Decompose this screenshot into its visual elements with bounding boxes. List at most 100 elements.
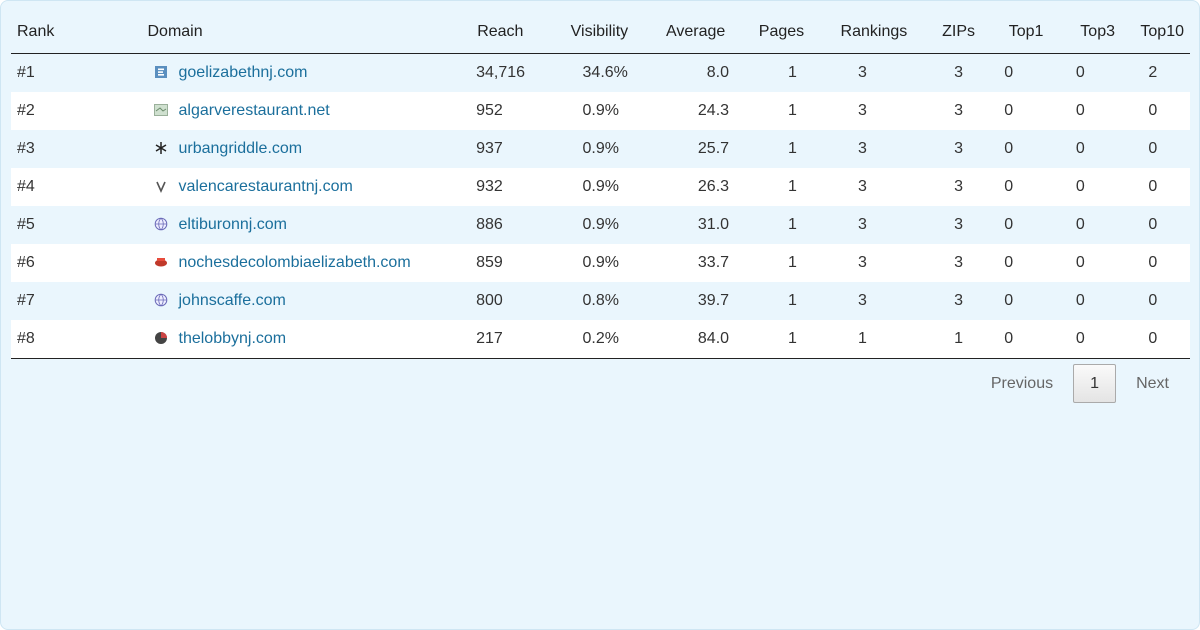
domain-link[interactable]: goelizabethnj.com — [178, 64, 308, 81]
zips-cell: 3 — [954, 216, 963, 233]
visibility-cell: 34.6% — [582, 64, 628, 81]
table-row: #3 urbangriddle.com 937 0.9% 25.7 1 3 3 0 0 0 — [11, 130, 1190, 168]
circle-logo-icon — [154, 331, 168, 345]
top1-cell: 0 — [991, 320, 1061, 359]
visibility-cell: 0.9% — [582, 178, 619, 195]
top3-cell: 0 — [1075, 64, 1085, 81]
rank-cell: #7 — [17, 292, 35, 309]
col-visibility-header[interactable]: Visibility — [548, 11, 651, 54]
col-zips-header[interactable]: ZIPs — [925, 11, 992, 54]
top10-cell: 2 — [1148, 64, 1158, 81]
table-row: #6 nochesdecolombiaelizabeth.com 859 0.9% 33… — [11, 244, 1190, 282]
rank-cell: #5 — [17, 216, 35, 233]
col-top1-header[interactable]: Top1 — [991, 11, 1061, 54]
rank-cell: #2 — [17, 102, 35, 119]
col-top3-header[interactable]: Top3 — [1060, 11, 1135, 54]
visibility-cell: 0.9% — [582, 216, 619, 233]
top3-cell: 0 — [1075, 102, 1085, 119]
average-cell: 84.0 — [650, 320, 742, 359]
col-average-header[interactable]: Average — [650, 11, 742, 54]
reach-cell: 859 — [476, 254, 503, 271]
domain-cell: goelizabethnj.com — [78, 54, 453, 93]
top1-cell: 0 — [1004, 254, 1014, 271]
domain-link[interactable]: nochesdecolombiaelizabeth.com — [178, 254, 411, 271]
reach-cell: 937 — [476, 140, 503, 157]
rank-cell: #4 — [17, 178, 35, 195]
col-reach-header[interactable]: Reach — [452, 11, 549, 54]
domain-cell: valencarestaurantnj.com — [78, 168, 453, 206]
domain-link[interactable]: algarverestaurant.net — [178, 102, 330, 119]
domains-table: Rank Domain Reach Visibility Average Pag… — [11, 11, 1190, 359]
pages-cell: 1 — [788, 64, 797, 81]
col-rank-header[interactable]: Rank — [11, 11, 78, 54]
domain-link[interactable]: urbangriddle.com — [178, 140, 303, 157]
pages-cell: 1 — [788, 254, 797, 271]
pages-cell: 1 — [788, 292, 797, 309]
domain-cell: algarverestaurant.net — [78, 92, 453, 130]
average-cell: 24.3 — [697, 102, 730, 119]
image-thumb-icon — [153, 103, 168, 117]
average-cell: 26.3 — [697, 178, 730, 195]
pages-cell: 1 — [788, 216, 797, 233]
zips-cell: 3 — [954, 102, 963, 119]
rankings-cell: 3 — [857, 292, 867, 309]
visibility-cell: 0.2% — [548, 320, 651, 359]
col-pages-header[interactable]: Pages — [741, 11, 822, 54]
average-cell: 25.7 — [697, 140, 730, 157]
average-cell: 8.0 — [706, 64, 730, 81]
rank-cell: #1 — [17, 64, 35, 81]
rankings-cell: 3 — [857, 254, 867, 271]
rankings-cell: 3 — [857, 178, 867, 195]
top10-cell: 0 — [1148, 292, 1158, 309]
top10-cell: 0 — [1148, 254, 1158, 271]
visibility-cell: 0.9% — [582, 102, 619, 119]
reach-cell: 34,716 — [476, 64, 526, 81]
visibility-cell: 0.8% — [582, 292, 619, 309]
col-domain-header[interactable]: Domain — [77, 11, 453, 54]
table-row: #1 goelizabethnj.com 34,716 34.6% 8.0 1 3 3 0 0 2 — [11, 53, 1190, 93]
top10-cell: 0 — [1148, 140, 1158, 157]
rank-cell: #6 — [17, 254, 35, 271]
top1-cell: 0 — [1004, 102, 1014, 119]
average-cell: 39.7 — [697, 292, 730, 309]
table-header-row: Rank Domain Reach Visibility Average Pag… — [11, 11, 1190, 54]
globe-icon — [154, 293, 168, 307]
reach-cell: 932 — [476, 178, 503, 195]
domain-link[interactable]: eltiburonnj.com — [178, 216, 288, 233]
pages-cell: 1 — [741, 320, 822, 359]
current-page-button[interactable]: 1 — [1073, 364, 1117, 403]
domain-cell: thelobbynj.com — [77, 320, 453, 359]
top10-cell: 0 — [1148, 178, 1158, 195]
zips-cell: 3 — [954, 254, 963, 271]
table-row: #7 johnscaffe.com 800 0.8% 39.7 1 3 3 0 0 0 — [11, 282, 1190, 320]
reach-cell: 886 — [476, 216, 503, 233]
domain-link[interactable]: valencarestaurantnj.com — [178, 178, 353, 195]
previous-page-button[interactable]: Previous — [990, 374, 1054, 392]
col-top10-header[interactable]: Top10 — [1134, 11, 1190, 54]
table-row: #5 eltiburonnj.com 886 0.9% 31.0 1 3 3 0 0 0 — [11, 206, 1190, 244]
rankings-cell: 1 — [821, 320, 926, 359]
top3-cell: 0 — [1075, 216, 1085, 233]
top1-cell: 0 — [1004, 178, 1014, 195]
zips-cell: 3 — [954, 64, 963, 81]
rank-cell: #3 — [17, 140, 35, 157]
reach-cell: 952 — [476, 102, 503, 119]
zips-cell: 3 — [954, 292, 963, 309]
top3-cell: 0 — [1075, 140, 1085, 157]
globe-icon — [154, 217, 168, 231]
top3-cell: 0 — [1075, 178, 1085, 195]
v-logo-icon — [154, 179, 168, 193]
star-logo-icon — [154, 141, 168, 155]
col-rankings-header[interactable]: Rankings — [821, 11, 926, 54]
domain-cell: johnscaffe.com — [78, 282, 453, 320]
next-page-button[interactable]: Next — [1136, 374, 1169, 392]
top10-cell: 0 — [1148, 102, 1158, 119]
rankings-cell: 3 — [857, 64, 867, 81]
table-row: #8 thelobbynj.com 217 0.2% 84.0 1 1 1 0 0 0 — [11, 320, 1190, 359]
top3-cell: 0 — [1060, 320, 1135, 359]
domain-link[interactable]: thelobbynj.com — [178, 330, 287, 347]
domain-link[interactable]: johnscaffe.com — [178, 292, 286, 309]
zips-cell: 3 — [954, 178, 963, 195]
top3-cell: 0 — [1075, 254, 1085, 271]
